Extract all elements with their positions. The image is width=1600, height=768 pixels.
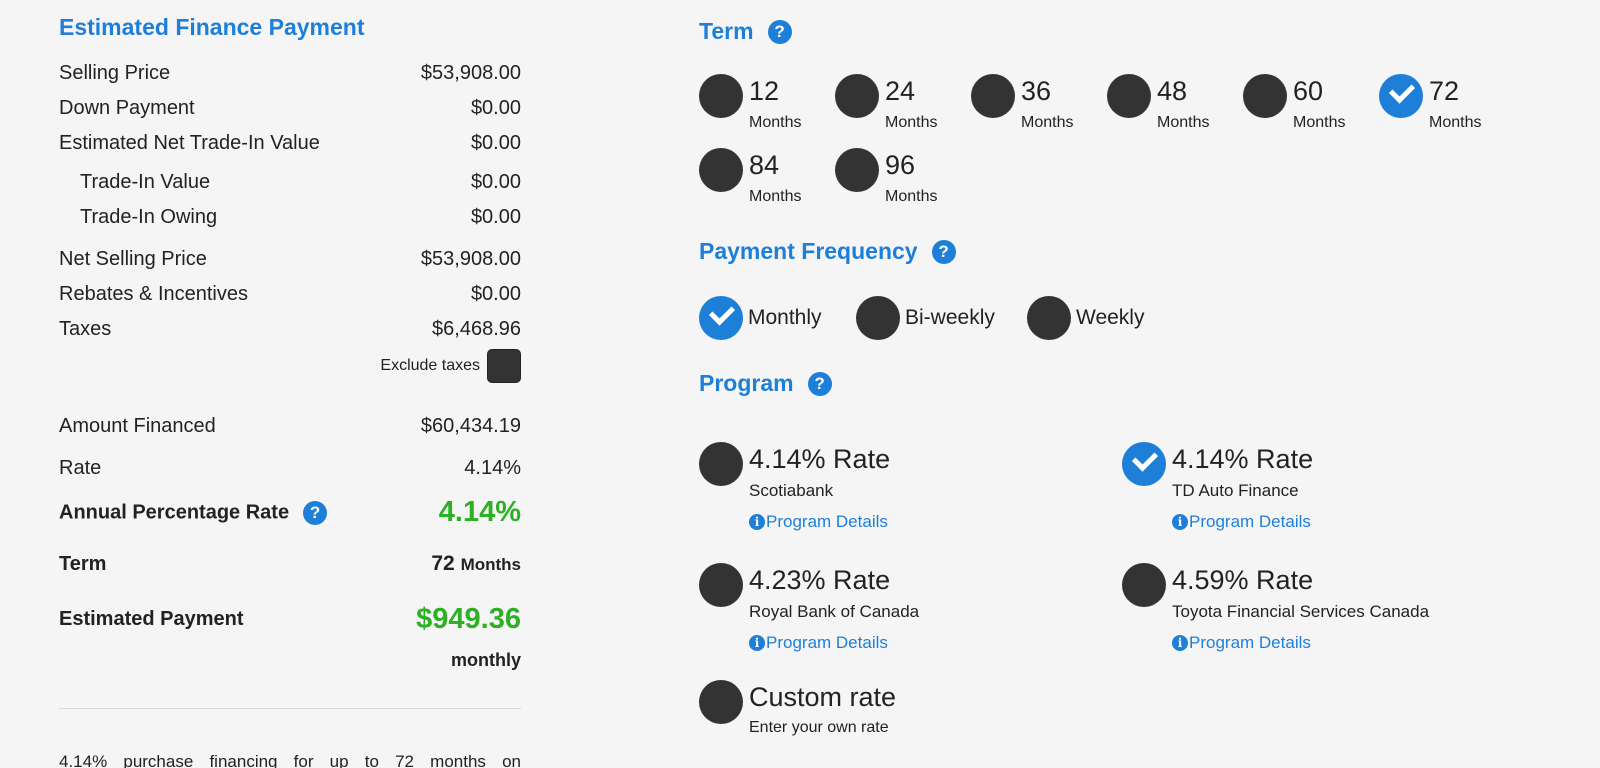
frequency-radio[interactable] [856, 296, 900, 340]
frequency-help-icon[interactable]: ? [931, 239, 956, 264]
exclude-taxes-control[interactable]: Exclude taxes [380, 349, 521, 383]
term-radio[interactable] [971, 74, 1015, 118]
trade-in-value-row: Trade-In Value $0.00 [59, 171, 521, 194]
rebates-value: $0.00 [470, 283, 521, 305]
term-option-84[interactable]: 84 Months [699, 148, 829, 218]
trade-in-owing-label: Trade-In Owing [80, 206, 218, 228]
term-section-title: Term? [699, 18, 792, 45]
program-radio[interactable] [699, 442, 743, 486]
term-unit: Months [460, 555, 521, 574]
amount-financed-label: Amount Financed [59, 415, 216, 437]
taxes-row: Taxes $6,468.96 [59, 318, 521, 341]
taxes-label: Taxes [59, 318, 112, 340]
down-payment-label: Down Payment [59, 97, 195, 119]
net-selling-price-row: Net Selling Price $53,908.00 [59, 248, 521, 271]
term-help-icon[interactable]: ? [767, 19, 792, 44]
net-selling-price-value: $53,908.00 [420, 248, 521, 270]
program-option-scotiabank[interactable]: 4.14% Rate Scotiabank i Program Details [699, 442, 1099, 542]
term-value: 72 Months [431, 552, 521, 576]
estimated-payment-label: Estimated Payment [59, 608, 244, 630]
frequency-radio[interactable] [1027, 296, 1071, 340]
frequency-section-title: Payment Frequency? [699, 238, 956, 265]
frequency-option-monthly[interactable]: Monthly [699, 296, 822, 340]
term-radio[interactable] [835, 148, 879, 192]
info-icon: i [1172, 635, 1188, 651]
program-option-custom[interactable]: Custom rate Enter your own rate [699, 680, 1099, 740]
term-radio[interactable] [1107, 74, 1151, 118]
apr-help-icon[interactable]: ? [303, 500, 328, 525]
info-icon: i [749, 635, 765, 651]
info-icon: i [1172, 514, 1188, 530]
trade-in-value-value: $0.00 [470, 171, 521, 193]
apr-value: 4.14% [438, 496, 521, 528]
term-radio[interactable] [1243, 74, 1287, 118]
apr-row: Annual Percentage Rate? 4.14% [59, 496, 521, 529]
selling-price-row: Selling Price $53,908.00 [59, 62, 521, 85]
term-radio[interactable] [699, 74, 743, 118]
trade-in-owing-row: Trade-In Owing $0.00 [59, 206, 521, 229]
program-help-icon[interactable]: ? [807, 371, 832, 396]
frequency-option-biweekly[interactable]: Bi-weekly [856, 296, 995, 340]
term-number: 72 [431, 552, 455, 575]
estimated-payment-value: $949.36 [416, 603, 521, 635]
program-details-link[interactable]: i Program Details [749, 633, 888, 653]
term-radio[interactable] [699, 148, 743, 192]
program-option-toyota[interactable]: 4.59% Rate Toyota Financial Services Can… [1122, 563, 1522, 663]
apr-label: Annual Percentage Rate [59, 500, 290, 523]
rate-row: Rate 4.14% [59, 457, 521, 480]
program-radio[interactable] [699, 680, 743, 724]
term-option-60[interactable]: 60 Months [1243, 74, 1373, 144]
net-trade-in-label: Estimated Net Trade-In Value [59, 132, 320, 154]
options-panel: Term? 12 Months 24 Months 36 Months 48 M… [699, 0, 1579, 768]
estimated-payment-row: Estimated Payment $949.36 [59, 603, 521, 636]
trade-in-owing-value: $0.00 [470, 206, 521, 228]
term-radio[interactable] [835, 74, 879, 118]
term-option-72[interactable]: 72 Months [1379, 74, 1509, 144]
program-section-title: Program? [699, 370, 832, 397]
program-details-link[interactable]: i Program Details [1172, 512, 1311, 532]
info-icon: i [749, 514, 765, 530]
program-radio[interactable] [699, 563, 743, 607]
rate-label: Rate [59, 457, 102, 479]
term-option-12[interactable]: 12 Months [699, 74, 829, 144]
payment-frequency-text: monthly [451, 650, 521, 670]
taxes-value: $6,468.96 [432, 318, 521, 340]
selling-price-label: Selling Price [59, 62, 171, 84]
frequency-radio-checked[interactable] [699, 296, 743, 340]
term-option-48[interactable]: 48 Months [1107, 74, 1237, 144]
net-selling-price-label: Net Selling Price [59, 248, 207, 270]
disclaimer-text: 4.14% purchase financing for up to 72 mo… [59, 752, 521, 768]
frequency-option-weekly[interactable]: Weekly [1027, 296, 1144, 340]
term-radio-checked[interactable] [1379, 74, 1423, 118]
summary-divider [59, 708, 521, 709]
amount-financed-value: $60,434.19 [420, 415, 521, 437]
term-option-36[interactable]: 36 Months [971, 74, 1101, 144]
selling-price-value: $53,908.00 [420, 62, 521, 84]
program-radio-checked[interactable] [1122, 442, 1166, 486]
rebates-label: Rebates & Incentives [59, 283, 248, 305]
term-row: Term 72 Months [59, 552, 521, 576]
program-radio[interactable] [1122, 563, 1166, 607]
rate-value: 4.14% [464, 457, 521, 479]
trade-in-value-label: Trade-In Value [80, 171, 211, 193]
down-payment-value: $0.00 [470, 97, 521, 119]
down-payment-row: Down Payment $0.00 [59, 97, 521, 120]
program-details-link[interactable]: i Program Details [749, 512, 888, 532]
amount-financed-row: Amount Financed $60,434.19 [59, 415, 521, 438]
term-option-24[interactable]: 24 Months [835, 74, 965, 144]
exclude-taxes-checkbox[interactable] [487, 349, 521, 383]
rebates-row: Rebates & Incentives $0.00 [59, 283, 521, 306]
program-details-link[interactable]: i Program Details [1172, 633, 1311, 653]
program-option-td-auto-finance[interactable]: 4.14% Rate TD Auto Finance i Program Deta… [1122, 442, 1522, 542]
net-trade-in-row: Estimated Net Trade-In Value $0.00 [59, 132, 521, 155]
summary-title: Estimated Finance Payment [59, 14, 365, 40]
program-option-rbc[interactable]: 4.23% Rate Royal Bank of Canada i Program… [699, 563, 1099, 663]
net-trade-in-value: $0.00 [470, 132, 521, 154]
exclude-taxes-label: Exclude taxes [380, 357, 480, 374]
term-option-96[interactable]: 96 Months [835, 148, 965, 218]
term-label: Term [59, 553, 107, 575]
